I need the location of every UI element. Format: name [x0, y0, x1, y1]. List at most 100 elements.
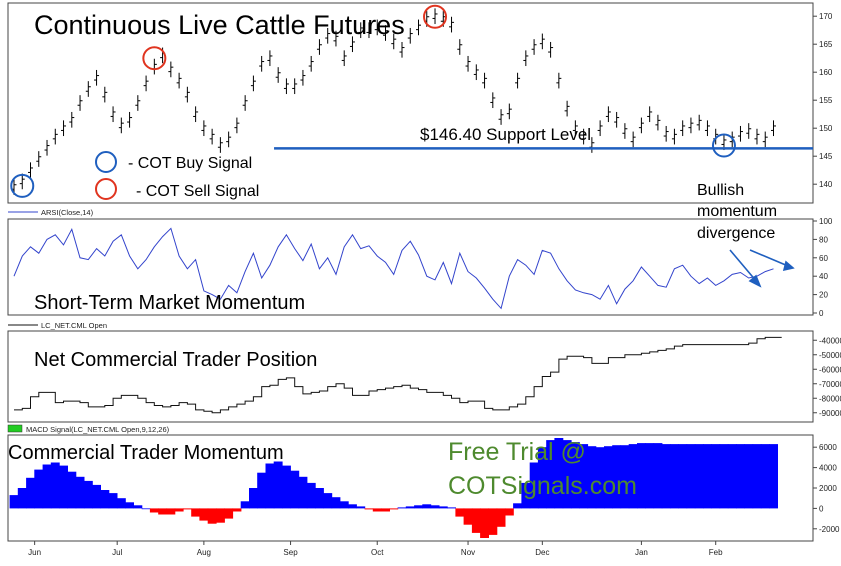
price-y-tick-label-1: 145 — [819, 152, 833, 161]
macd-bar-79 — [661, 444, 671, 509]
net-y-tick-label-1: -50000 — [819, 351, 841, 360]
macd-layer — [9, 438, 778, 538]
arsi-y-tick-label-3: 60 — [819, 254, 828, 263]
net-y-tick-label-4: -80000 — [819, 394, 841, 403]
net-series-label: LC_NET.CML Open — [41, 321, 107, 330]
month-label-2: Aug — [197, 548, 211, 557]
macd-bar-31 — [265, 463, 275, 509]
macd-bar-35 — [298, 476, 308, 509]
macd-bar-46 — [389, 508, 399, 510]
support-label: $146.40 Support Level — [420, 125, 591, 144]
macd-bar-80 — [670, 444, 679, 509]
macd-bar-17 — [149, 508, 159, 513]
price-title: Continuous Live Cattle Futures — [34, 10, 405, 40]
macd-bar-65 — [546, 440, 556, 509]
macd-bar-12 — [108, 493, 118, 509]
arsi-y-tick-label-2: 40 — [819, 272, 828, 281]
macd-y-tick-label-3: 0 — [819, 504, 824, 513]
macd-bar-49 — [414, 505, 423, 509]
macd-bar-24 — [207, 508, 217, 524]
macd-y-tick-label-4: -2000 — [819, 525, 840, 534]
macd-bar-64 — [537, 447, 547, 509]
macd-y-tick-label-1: 4000 — [819, 464, 837, 473]
macd-bar-38 — [323, 493, 333, 509]
macd-bar-75 — [628, 444, 638, 509]
macd-bar-77 — [645, 443, 655, 509]
macd-bar-91 — [760, 444, 770, 509]
macd-bar-72 — [604, 446, 613, 509]
macd-bar-18 — [158, 508, 168, 515]
macd-bar-30 — [257, 472, 267, 509]
macd-bar-29 — [249, 488, 258, 509]
month-label-5: Nov — [461, 548, 475, 557]
macd-bar-42 — [356, 506, 366, 509]
macd-bar-82 — [686, 444, 696, 509]
month-label-1: Jul — [112, 548, 122, 557]
macd-bar-28 — [240, 501, 250, 509]
macd-bar-21 — [182, 508, 192, 510]
macd-bar-68 — [570, 442, 580, 509]
macd-bar-26 — [224, 508, 234, 519]
macd-bar-56 — [471, 508, 481, 533]
price-y-tick-label-5: 165 — [819, 40, 833, 49]
macd-bar-5 — [50, 462, 60, 509]
month-label-3: Sep — [283, 548, 298, 557]
month-label-4: Oct — [371, 548, 384, 557]
macd-bar-58 — [488, 508, 498, 535]
macd-bar-90 — [752, 444, 762, 509]
macd-bar-0 — [9, 495, 19, 509]
macd-bar-34 — [290, 470, 300, 509]
macd-bar-92 — [769, 444, 778, 509]
macd-bar-43 — [364, 508, 374, 510]
price-layer — [10, 4, 813, 198]
momentum-title: Short-Term Market Momentum — [34, 292, 305, 314]
macd-bar-32 — [273, 461, 283, 509]
macd-y-tick-label-0: 6000 — [819, 443, 837, 452]
macd-bar-62 — [521, 482, 531, 509]
macd-bar-71 — [595, 447, 605, 509]
buy-signal-legend-icon — [95, 151, 117, 173]
macd-bar-53 — [447, 507, 456, 509]
macd-series-label: MACD Signal(LC_NET.CML Open,9,12,26) — [26, 425, 170, 434]
month-label-6: Dec — [535, 548, 549, 557]
price-y-tick-label-3: 155 — [819, 96, 833, 105]
month-label-7: Jan — [635, 548, 648, 557]
net-y-tick-label-0: -40000 — [819, 336, 841, 345]
macd-bar-7 — [67, 471, 77, 509]
macd-bar-33 — [282, 465, 291, 509]
divergence-arrows — [729, 249, 795, 288]
macd-bar-70 — [587, 446, 597, 509]
arsi-y-tick-label-1: 20 — [819, 291, 828, 300]
month-label-0: Jun — [28, 548, 41, 557]
momentum-layer — [13, 227, 774, 310]
macd-bar-39 — [331, 497, 341, 509]
macd-bar-10 — [92, 484, 101, 509]
macd-bar-73 — [612, 445, 622, 509]
macd-bar-4 — [42, 464, 52, 509]
buy-signal-marker-0 — [10, 173, 35, 198]
macd-bar-84 — [703, 444, 712, 509]
macd-bar-8 — [75, 476, 85, 509]
buy-signal-marker-3 — [711, 133, 736, 158]
macd-bar-45 — [381, 508, 390, 512]
macd-bar-86 — [719, 444, 729, 509]
net-y-tick-label-2: -60000 — [819, 365, 841, 374]
macd-bar-19 — [166, 508, 176, 515]
macd-bar-3 — [34, 469, 44, 509]
macd-title: Commercial Trader Momentum — [8, 442, 284, 464]
macd-bar-6 — [59, 465, 68, 509]
macd-bar-76 — [637, 443, 646, 509]
macd-bar-66 — [554, 438, 564, 509]
macd-bar-36 — [306, 482, 316, 509]
buy-legend-label: - COT Buy Signal — [128, 155, 252, 172]
month-label-8: Feb — [709, 548, 723, 557]
macd-bar-37 — [315, 488, 324, 509]
macd-bar-20 — [174, 508, 184, 512]
macd-bar-61 — [513, 503, 522, 509]
macd-bar-48 — [405, 506, 415, 509]
macd-bar-52 — [438, 506, 448, 509]
macd-bar-88 — [736, 444, 745, 509]
macd-bar-15 — [133, 505, 143, 509]
macd-bar-60 — [504, 508, 514, 516]
